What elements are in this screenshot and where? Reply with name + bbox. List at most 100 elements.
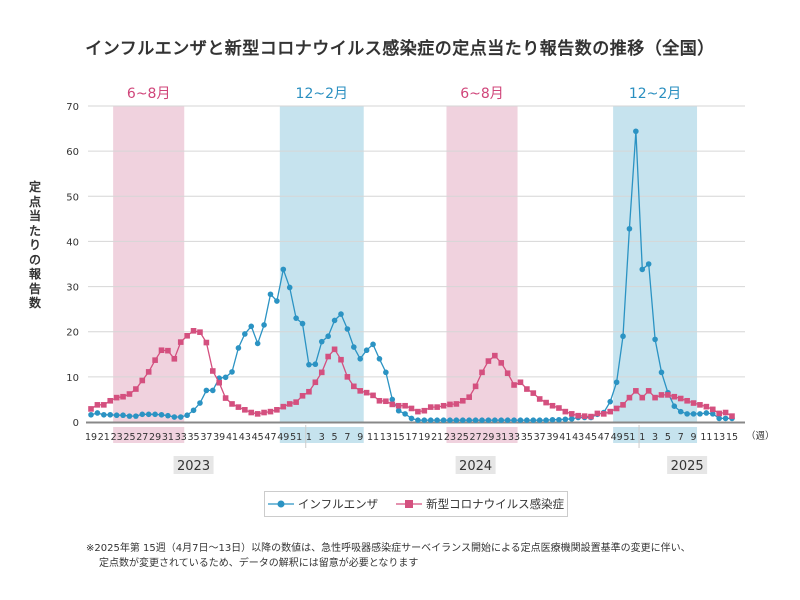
- legend-item-influenza[interactable]: インフルエンザ: [267, 496, 378, 512]
- x-tick-label: 19: [418, 432, 430, 443]
- legend-label: 新型コロナウイルス感染症: [426, 497, 565, 511]
- data-point-influenza: [633, 128, 639, 135]
- data-point-influenza: [209, 387, 216, 394]
- data-point-covid: [267, 408, 274, 415]
- data-point-influenza: [485, 417, 492, 423]
- x-tick-label: 41: [559, 432, 571, 443]
- data-point-covid: [389, 401, 396, 408]
- data-point-influenza: [133, 413, 139, 419]
- data-point-covid: [229, 401, 235, 407]
- data-point-influenza: [338, 311, 344, 317]
- x-tick-label: 15: [393, 432, 405, 443]
- data-point-influenza: [357, 356, 364, 362]
- x-tick-label: 1: [639, 432, 645, 443]
- data-point-covid: [716, 410, 722, 417]
- data-point-covid: [575, 412, 581, 419]
- x-tick-label: 39: [213, 432, 225, 443]
- x-tick-label: 47: [598, 432, 610, 443]
- data-point-influenza: [613, 379, 620, 386]
- series-lines: [88, 128, 735, 423]
- data-point-covid: [222, 395, 229, 401]
- y-tick-label: 70: [66, 102, 79, 113]
- season-bands: 6~8月 12~2月 6~8月 12~2月: [113, 86, 698, 443]
- season-band-label: 12~2月: [629, 86, 681, 102]
- data-point-influenza: [165, 412, 171, 419]
- data-point-influenza: [472, 417, 479, 423]
- data-point-influenza: [697, 411, 703, 417]
- x-tick-label: 9: [357, 432, 363, 443]
- data-point-covid: [665, 392, 671, 398]
- year-label: 2024: [459, 459, 492, 474]
- data-point-covid: [504, 370, 511, 377]
- data-point-influenza: [88, 411, 94, 418]
- data-point-influenza: [177, 414, 184, 420]
- data-point-covid: [351, 383, 357, 390]
- data-point-covid: [607, 408, 614, 415]
- data-point-covid: [402, 402, 408, 409]
- data-point-covid: [601, 411, 607, 417]
- data-point-influenza: [376, 356, 383, 362]
- data-point-covid: [453, 401, 460, 407]
- season-band-label-bg: [613, 427, 698, 443]
- data-point-covid: [511, 382, 517, 388]
- x-tick-label: 35: [521, 432, 533, 443]
- data-point-covid: [466, 394, 472, 400]
- data-point-covid: [472, 383, 479, 390]
- x-axis-unit: （週）: [746, 430, 775, 442]
- data-point-influenza: [331, 317, 338, 324]
- data-point-covid: [536, 396, 543, 402]
- x-tick-label: 25: [123, 432, 135, 443]
- data-point-covid: [652, 394, 658, 401]
- data-point-influenza: [120, 412, 126, 419]
- data-point-influenza: [370, 341, 376, 348]
- data-point-covid: [421, 407, 428, 414]
- data-point-covid: [703, 403, 710, 410]
- year-label: 2025: [671, 459, 704, 474]
- data-point-covid: [639, 394, 646, 401]
- x-tick-label: 3: [652, 432, 658, 443]
- x-tick-label: 19: [85, 432, 97, 443]
- data-point-covid: [395, 402, 402, 409]
- data-point-influenza: [690, 411, 697, 417]
- data-point-influenza: [447, 417, 453, 423]
- data-point-covid: [306, 388, 312, 395]
- data-point-influenza: [549, 416, 556, 423]
- data-point-covid: [690, 400, 697, 406]
- data-point-covid: [626, 394, 633, 401]
- data-point-covid: [133, 386, 139, 392]
- x-tick-label: 37: [534, 432, 546, 443]
- season-band-winter: [613, 106, 698, 422]
- data-point-influenza: [171, 414, 178, 420]
- x-tick-label: 45: [252, 432, 264, 443]
- data-point-covid: [357, 388, 364, 394]
- data-point-influenza: [190, 407, 197, 414]
- legend-item-covid[interactable]: 新型コロナウイルス感染症: [396, 496, 564, 512]
- y-tick-label: 0: [73, 418, 79, 429]
- data-point-influenza: [722, 415, 729, 422]
- x-tick-label: 33: [508, 432, 520, 443]
- data-point-influenza: [344, 326, 351, 332]
- season-band-label-bg: [279, 427, 364, 443]
- data-point-influenza: [286, 284, 293, 291]
- season-band-label-bg: [446, 427, 518, 443]
- data-point-covid: [588, 413, 594, 420]
- y-tick-label: 40: [66, 237, 79, 248]
- data-point-covid: [517, 379, 524, 386]
- data-point-influenza: [242, 331, 248, 337]
- data-point-covid: [684, 397, 690, 404]
- data-point-influenza: [415, 417, 421, 423]
- data-point-covid: [645, 388, 652, 394]
- data-point-covid: [325, 353, 331, 360]
- data-point-covid: [331, 346, 338, 353]
- y-tick-label: 10: [66, 373, 79, 384]
- year-label-bg: [173, 456, 214, 474]
- data-point-covid: [88, 406, 94, 412]
- data-point-influenza: [197, 400, 203, 406]
- data-point-covid: [709, 406, 716, 413]
- data-point-influenza: [101, 411, 107, 418]
- x-tick-label: 29: [149, 432, 161, 443]
- x-tick-label: 25: [457, 432, 469, 443]
- data-point-covid: [165, 347, 171, 354]
- season-band-label: 6~8月: [127, 86, 171, 102]
- year-label-bg: [667, 456, 708, 474]
